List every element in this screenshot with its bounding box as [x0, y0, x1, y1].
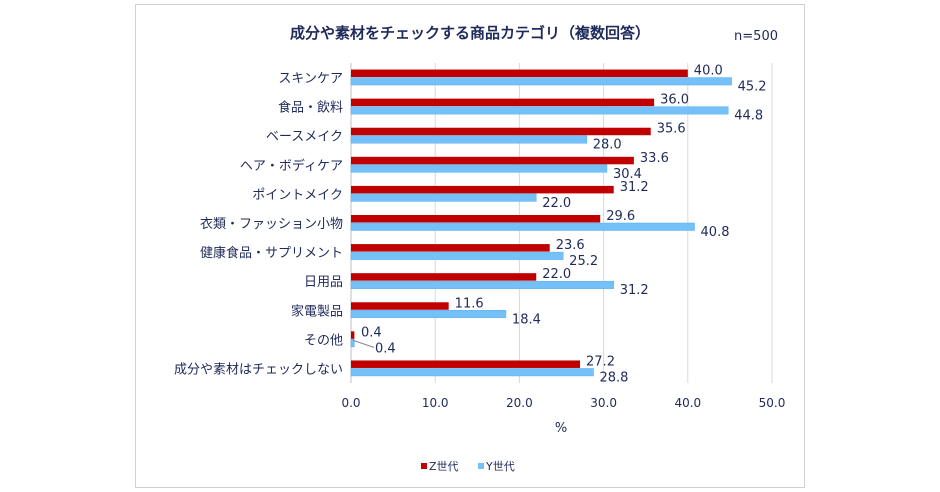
data-label: 22.0: [542, 196, 571, 211]
x-tick-label: 20.0: [506, 396, 533, 410]
bar-y: [350, 193, 537, 202]
bar-z: [351, 127, 651, 136]
bar-y: [350, 339, 355, 348]
data-label: 30.4: [613, 167, 642, 182]
category-label: 成分や素材はチェックしない: [174, 362, 343, 377]
category-label: 健康食品・サプリメント: [200, 245, 343, 261]
data-label: 0.4: [361, 325, 382, 340]
data-label: 44.8: [734, 109, 763, 124]
x-tick-label: 50.0: [759, 396, 786, 410]
bar-y: [350, 368, 594, 377]
data-label: 45.2: [738, 80, 767, 95]
data-label: 25.2: [569, 254, 598, 269]
data-label: 31.2: [620, 180, 649, 195]
data-label: 28.0: [593, 138, 622, 153]
category-label: ポイントメイク: [252, 188, 343, 203]
bar-z: [351, 273, 537, 281]
bar-y: [350, 280, 614, 289]
category-label: スキンケア: [278, 72, 343, 87]
bar-y: [350, 222, 695, 231]
category-label: その他: [304, 333, 343, 348]
bar-z: [351, 156, 634, 165]
legend-label: Z世代: [429, 460, 459, 473]
bar-z: [351, 215, 601, 223]
x-tick-label: 0.0: [341, 396, 360, 410]
data-label: 33.6: [640, 151, 669, 166]
legend-swatch: [421, 463, 427, 469]
bar-z: [351, 69, 688, 78]
data-label: 22.0: [542, 267, 571, 282]
data-label: 27.2: [586, 354, 615, 369]
x-tick-label: 40.0: [674, 396, 701, 410]
x-tick-label: 10.0: [422, 396, 449, 410]
data-label: 29.6: [606, 209, 635, 224]
data-label: 23.6: [556, 238, 585, 253]
bar-y: [350, 135, 588, 144]
data-label: 0.4: [375, 341, 396, 356]
bar-z: [351, 302, 449, 310]
data-label: 36.0: [660, 93, 689, 108]
chart-title: 成分や素材をチェックする商品カテゴリ（複数回答）: [290, 24, 650, 42]
data-label: 40.8: [701, 225, 730, 240]
bar-y: [350, 77, 732, 86]
data-label: 31.2: [620, 283, 649, 298]
bar-z: [351, 360, 581, 368]
bar-z: [351, 244, 550, 252]
bar-z: [351, 98, 655, 107]
bar-z: [351, 185, 614, 194]
category-label: ベースメイク: [266, 130, 343, 145]
bar-y: [350, 251, 564, 260]
x-axis-label: %: [555, 421, 567, 436]
legend-swatch: [478, 463, 484, 469]
sample-size: n=500: [734, 29, 778, 44]
data-label: 35.6: [657, 122, 686, 137]
bar-y: [350, 310, 507, 319]
data-label: 28.8: [599, 370, 628, 385]
category-label: 食品・飲料: [278, 100, 343, 116]
chart-frame: [135, 4, 805, 488]
category-label: ヘア・ボディケア: [240, 158, 343, 174]
bar-y: [350, 164, 608, 173]
leader-line: [352, 339, 375, 348]
legend: Z世代 Y世代: [421, 460, 515, 473]
category-label: 日用品: [304, 275, 343, 290]
data-label: 40.0: [694, 64, 723, 79]
data-label: 18.4: [512, 312, 541, 327]
legend-label: Y世代: [485, 460, 515, 473]
x-tick-label: 30.0: [590, 396, 617, 410]
bar-y: [350, 106, 729, 115]
data-label: 11.6: [455, 296, 484, 311]
category-label: 衣類・ファッション小物: [200, 216, 343, 232]
bar-z: [351, 331, 355, 339]
category-label: 家電製品: [291, 303, 343, 319]
